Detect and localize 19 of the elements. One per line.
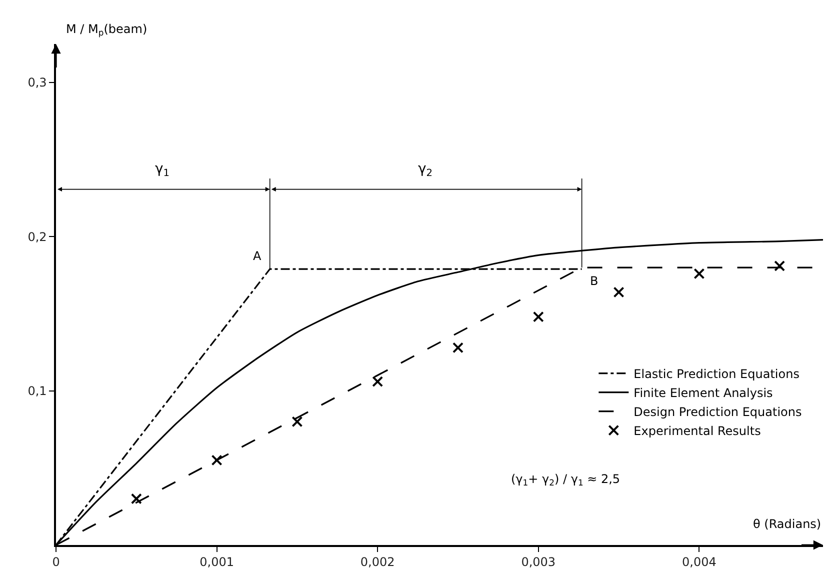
x-tick-label: 0,001	[200, 555, 234, 570]
x-axis-title: θ (Radians)	[753, 517, 822, 531]
y-tick-label: 0,3	[28, 76, 47, 90]
y-tick-label: 0,1	[28, 384, 47, 398]
annotation: γ$_{1}$	[155, 161, 170, 179]
legend-label: Experimental Results	[634, 424, 761, 438]
y-tick-label: 0,2	[28, 230, 47, 244]
x-tick-label: 0,002	[360, 555, 395, 570]
annotation: γ$_{2}$	[418, 161, 433, 179]
annotation: B	[590, 274, 598, 288]
x-tick-label: 0,004	[682, 555, 716, 570]
legend-label: Design Prediction Equations	[634, 404, 802, 419]
y-axis-title: M / M$_{p}$(beam)	[66, 22, 148, 38]
x-tick-label: 0	[52, 555, 60, 570]
legend-label: Finite Element Analysis	[634, 386, 773, 400]
annotation: (γ$_{1}$+ γ$_{2}$) / γ$_{1}$ ≈ 2,5	[511, 472, 620, 488]
annotation: A	[253, 249, 262, 263]
legend-label: Elastic Prediction Equations	[634, 366, 800, 381]
x-tick-label: 0,003	[521, 555, 556, 570]
